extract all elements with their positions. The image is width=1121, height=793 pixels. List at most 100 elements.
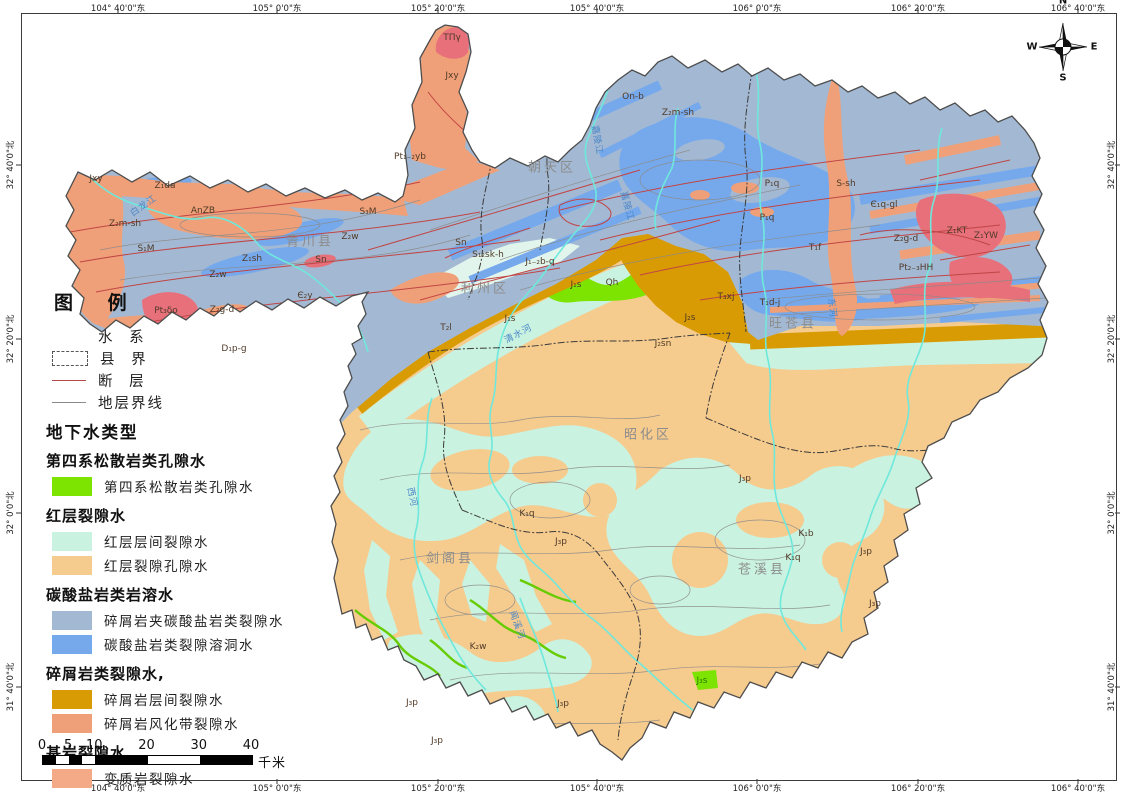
- county-label: 昭化区: [623, 427, 673, 443]
- geology-code-label: K₁b: [798, 529, 814, 539]
- legend-color-swatch: [52, 634, 92, 654]
- axis-label-left: 32° 0'0"北: [6, 491, 16, 535]
- county-label: 利州区: [460, 281, 510, 297]
- geology-code-label: T₁f: [808, 243, 822, 253]
- axis-label-left: 32° 20'0"北: [6, 314, 16, 364]
- legend-swatch-item: 碎屑岩夹碳酸盐岩类裂隙水: [44, 608, 294, 632]
- legend-color-swatch: [52, 713, 92, 733]
- geology-code-label: S-sh: [836, 179, 856, 189]
- legend-group-heading: 红层裂隙水: [46, 507, 127, 525]
- geology-code-label: Sn: [315, 255, 327, 265]
- region-outline: [65, 24, 1049, 761]
- legend-swatch-item: 碎屑岩层间裂隙水: [44, 687, 294, 711]
- geology-code-label: J₃p: [555, 537, 567, 547]
- scale-bar-bar: [42, 755, 253, 765]
- county-label: 朝天区: [527, 160, 577, 176]
- legend: 图 例 水 系县 界断 层地层界线 地下水类型 第四系松散岩类孔隙水 第四系松散岩…: [44, 288, 294, 793]
- axis-label-left: 32° 40'0"北: [6, 140, 16, 190]
- geology-code-label: P₁q: [759, 213, 775, 223]
- geology-code-label: Z₂w: [341, 232, 359, 242]
- legend-swatch-item: 碎屑岩风化带裂隙水: [44, 711, 294, 735]
- scale-bar-numbers: 0 5 10 20 30 40: [38, 738, 302, 753]
- legend-title: 图 例: [54, 292, 141, 314]
- legend-groups: 第四系松散岩类孔隙水 第四系松散岩类孔隙水 红层裂隙水 红层层间裂隙水 红层裂隙孔隙水碳…: [44, 450, 294, 793]
- county-symbol: [52, 350, 88, 366]
- scale-tick-label: 20: [138, 738, 155, 753]
- geology-code-label: J₁₋₂b-q: [525, 257, 555, 267]
- compass-w: W: [1026, 41, 1038, 53]
- geology-code-label: J₃p: [869, 599, 881, 609]
- county-label: 剑阁县: [425, 551, 475, 567]
- strata-symbol: [52, 401, 86, 403]
- axis-label-bottom: 106° 0'0"东: [732, 784, 782, 793]
- legend-swatch-label: 第四系松散岩类孔隙水: [104, 480, 254, 496]
- axis-label-top: 104° 40'0"东: [90, 4, 146, 14]
- geology-code-label: Jxy: [89, 174, 103, 184]
- graticule-ticks: [16, 8, 1120, 784]
- geology-code-label: J₃p: [431, 736, 443, 746]
- geology-code-label: Pt₂₋₃HH: [898, 263, 934, 273]
- legend-swatch-label: 红层裂隙孔隙水: [104, 559, 209, 575]
- geology-code-label: T₂l: [440, 323, 452, 333]
- geology-code-label: On-b: [622, 92, 644, 102]
- legend-item-label: 地层界线: [98, 395, 164, 412]
- geology-code-label: Z₁da: [154, 181, 176, 191]
- legend-item-label: 县 界: [100, 351, 152, 368]
- geology-code-label: J₃p: [860, 547, 872, 557]
- geology-code-label: D₁p-g: [221, 344, 247, 354]
- legend-color-swatch: [52, 476, 92, 496]
- axis-label-top: 105° 0'0"东: [252, 4, 302, 14]
- axis-label-top: 105° 20'0"东: [410, 4, 466, 14]
- geology-code-label: S₃M: [359, 207, 377, 217]
- scale-segment: [147, 756, 200, 764]
- axis-label-bottom: 105° 20'0"东: [410, 784, 466, 793]
- axis-label-right: 31° 40'0"北: [1107, 662, 1117, 712]
- legend-group-heading: 碎屑岩类裂隙水,: [46, 665, 165, 683]
- geology-code-label: J₃p: [406, 698, 418, 708]
- axis-label-left: 31° 40'0"北: [6, 662, 16, 712]
- legend-item-river: 水 系: [44, 325, 294, 347]
- geology-code-label: Є₂y: [297, 291, 313, 301]
- legend-swatch-label: 碎屑岩层间裂隙水: [104, 693, 224, 709]
- axis-label-bottom: 105° 40'0"东: [569, 784, 625, 793]
- axis-label-bottom: 106° 40'0"东: [1050, 784, 1106, 793]
- map-frame: [21, 13, 1117, 781]
- geology-code-label: Jxy: [445, 71, 459, 81]
- compass-s: S: [1059, 72, 1067, 84]
- geology-code-label: Є₁q-gl: [870, 200, 898, 210]
- scale-segment: [43, 756, 57, 764]
- geology-code-label: K₁q: [785, 553, 801, 563]
- legend-color-swatch: [52, 689, 92, 709]
- geology-code-label: AnZB: [190, 206, 216, 216]
- geology-code-label: K₂w: [469, 642, 487, 652]
- legend-swatch-item: 碳酸盐岩类裂隙溶洞水: [44, 632, 294, 656]
- legend-swatch-item: 红层层间裂隙水: [44, 529, 294, 553]
- groundwater-title: 地下水类型: [46, 423, 139, 442]
- geology-code-label: Z₁sh: [241, 254, 263, 264]
- legend-color-swatch: [52, 555, 92, 575]
- geology-code-label: TΠγ: [443, 33, 461, 43]
- scale-tick-label: 40: [242, 738, 260, 753]
- geology-code-label: J₁s: [570, 280, 582, 290]
- geology-code-label: J₁s: [504, 314, 516, 324]
- scale-tick-label: 30: [190, 738, 208, 753]
- scale-segment: [82, 756, 96, 764]
- legend-item-label: 水 系: [98, 329, 150, 346]
- geology-code-label: K₁q: [519, 509, 535, 519]
- axis-label-right: 32° 20'0"北: [1107, 314, 1117, 364]
- legend-color-swatch: [52, 531, 92, 551]
- axis-label-top: 106° 0'0"东: [732, 4, 782, 14]
- legend-swatch-item: 第四系松散岩类孔隙水: [44, 474, 294, 498]
- geology-code-label: P₁q: [764, 179, 780, 189]
- geology-code-label: Z₂g-d: [893, 234, 919, 244]
- legend-item-strata: 地层界线: [44, 391, 294, 413]
- scale-tick-label: 5: [63, 738, 73, 753]
- geology-code-label: Pt₃δo: [154, 306, 178, 316]
- legend-swatch-label: 碎屑岩风化带裂隙水: [104, 717, 239, 733]
- axis-label-right: 32° 0'0"北: [1107, 491, 1117, 535]
- legend-swatch-label: 变质岩裂隙水: [104, 772, 194, 788]
- geology-code-label: Qh: [605, 278, 619, 288]
- legend-color-swatch: [52, 768, 92, 788]
- legend-swatch-item: 变质岩裂隙水: [44, 766, 294, 790]
- geology-code-label: Z₂m-sh: [108, 219, 142, 229]
